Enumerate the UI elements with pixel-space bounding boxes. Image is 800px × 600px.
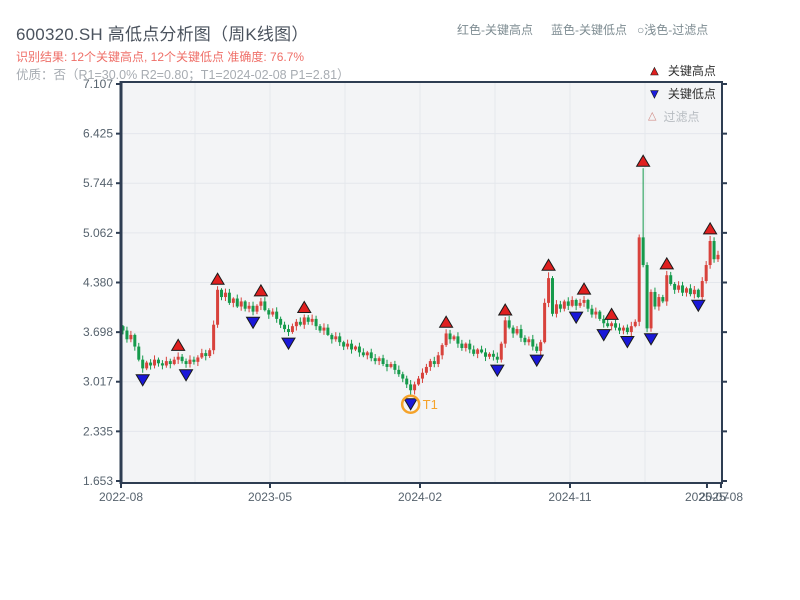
color-legend-high: 红色-关键高点 <box>457 23 533 37</box>
x-axis-tick-label: 2025-07 <box>685 490 729 504</box>
key-low-marker <box>489 364 505 378</box>
key-high-markers <box>170 154 718 351</box>
x-axis-tick-label: 2024-02 <box>398 490 442 504</box>
y-axis-tick-label: 5.062 <box>83 226 113 240</box>
axes: 7.107 6.425 5.744 5.062 4.380 3.698 3.017 2.335… <box>83 77 743 504</box>
key-low-marker <box>596 329 612 342</box>
key-high-marker <box>296 300 312 314</box>
x-axis-tick-label: 2024-11 <box>548 490 591 504</box>
key-low-marker <box>619 335 635 349</box>
key-high-marker <box>438 315 454 328</box>
legend-label-key-low: 关键低点 <box>667 87 716 101</box>
key-low-markers <box>135 299 706 411</box>
candlestick-series <box>121 168 720 397</box>
t1-label: T1 <box>423 397 438 412</box>
x-axis-tick-label: 2022-08 <box>99 490 143 504</box>
y-axis-tick-label: 3.698 <box>83 325 113 339</box>
key-high-marker <box>576 282 592 295</box>
key-low-marker <box>281 337 296 351</box>
t1-circle-icon <box>400 394 421 415</box>
legend-label-filtered: 过滤点 <box>663 110 700 124</box>
y-axis-tick-label: 7.107 <box>83 77 113 91</box>
recognition-result-text: 识别结果: 12个关键高点, 12个关键低点 准确度: 76.7% <box>16 50 305 64</box>
x-axis-tick-label: 2025-08 <box>699 490 743 504</box>
y-axis-tick-label: 3.017 <box>83 375 113 389</box>
y-axis-tick-label: 2.335 <box>83 424 113 438</box>
up-triangle-icon: ▲ <box>648 63 661 78</box>
color-legend: 红色-关键高点 蓝色-关键低点 ○浅色-过滤点 <box>457 21 708 38</box>
key-low-marker <box>178 369 194 382</box>
key-low-marker <box>690 299 706 313</box>
key-low-marker <box>245 316 261 330</box>
key-high-marker <box>170 338 186 351</box>
key-high-marker <box>210 272 225 285</box>
y-axis-tick-label: 6.425 <box>83 127 113 141</box>
key-high-marker <box>541 258 556 271</box>
key-high-marker <box>604 307 619 320</box>
y-axis-tick-label: 5.744 <box>83 176 113 190</box>
y-axis-tick-label: 1.653 <box>83 474 113 488</box>
t1-annotation: T1 <box>400 394 438 415</box>
key-high-marker <box>497 303 513 316</box>
key-high-marker <box>702 221 718 235</box>
y-axis-tick-label: 4.380 <box>83 276 113 290</box>
legend-label-key-high: 关键高点 <box>667 64 716 78</box>
key-low-marker <box>568 311 584 325</box>
key-low-marker <box>403 398 419 411</box>
key-low-marker <box>135 374 151 387</box>
key-high-marker <box>253 283 269 297</box>
color-legend-filtered: ○浅色-过滤点 <box>637 23 709 37</box>
key-high-marker <box>659 256 675 270</box>
outline-triangle-icon: △ <box>648 110 657 122</box>
page-title: 600320.SH 高低点分析图（周K线图） <box>16 25 309 44</box>
down-triangle-icon: ▼ <box>648 86 661 101</box>
legend-item-filtered: △ 过滤点 <box>648 108 716 125</box>
x-axis-tick-label: 2023-05 <box>248 490 292 504</box>
key-low-marker <box>529 354 545 368</box>
plot-grid <box>121 82 722 483</box>
quality-parameters-text: 优质：否（R1=30.0% R2=0.80；T1=2024-02-08 P1=2… <box>16 68 350 82</box>
chart-legend: ▲ 关键高点 ▼ 关键低点 △ 过滤点 <box>648 62 716 125</box>
legend-item-key-low: ▼ 关键低点 <box>648 85 716 102</box>
key-high-marker <box>635 154 651 167</box>
legend-item-key-high: ▲ 关键高点 <box>648 62 716 79</box>
key-low-marker <box>643 333 659 346</box>
color-legend-low: 蓝色-关键低点 <box>551 23 627 37</box>
